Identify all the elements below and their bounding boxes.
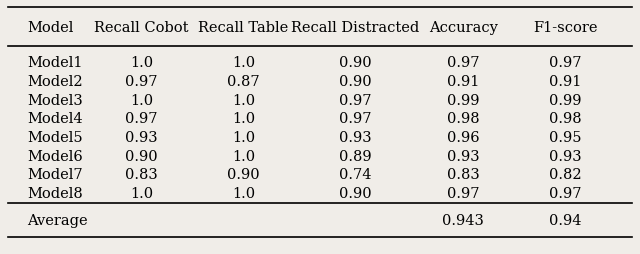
Text: 0.90: 0.90 bbox=[339, 75, 371, 88]
Text: Average: Average bbox=[27, 213, 88, 227]
Text: 1.0: 1.0 bbox=[232, 112, 255, 126]
Text: 0.90: 0.90 bbox=[339, 186, 371, 200]
Text: Model2: Model2 bbox=[27, 75, 83, 88]
Text: 0.93: 0.93 bbox=[447, 149, 480, 163]
Text: 1.0: 1.0 bbox=[232, 186, 255, 200]
Text: 1.0: 1.0 bbox=[232, 56, 255, 70]
Text: 1.0: 1.0 bbox=[130, 186, 153, 200]
Text: 0.83: 0.83 bbox=[447, 167, 480, 181]
Text: Accuracy: Accuracy bbox=[429, 21, 498, 35]
Text: 0.93: 0.93 bbox=[549, 149, 582, 163]
Text: 0.97: 0.97 bbox=[339, 93, 371, 107]
Text: 0.83: 0.83 bbox=[125, 167, 158, 181]
Text: 1.0: 1.0 bbox=[130, 93, 153, 107]
Text: Model4: Model4 bbox=[27, 112, 83, 126]
Text: F1-score: F1-score bbox=[533, 21, 598, 35]
Text: 0.99: 0.99 bbox=[549, 93, 582, 107]
Text: 1.0: 1.0 bbox=[232, 93, 255, 107]
Text: Recall Distracted: Recall Distracted bbox=[291, 21, 419, 35]
Text: Model1: Model1 bbox=[27, 56, 83, 70]
Text: Model5: Model5 bbox=[27, 130, 83, 144]
Text: Model7: Model7 bbox=[27, 167, 83, 181]
Text: 0.91: 0.91 bbox=[447, 75, 479, 88]
Text: 0.74: 0.74 bbox=[339, 167, 371, 181]
Text: Model: Model bbox=[27, 21, 73, 35]
Text: 0.99: 0.99 bbox=[447, 93, 479, 107]
Text: 0.90: 0.90 bbox=[125, 149, 158, 163]
Text: 1.0: 1.0 bbox=[130, 56, 153, 70]
Text: Recall Table: Recall Table bbox=[198, 21, 289, 35]
Text: 0.87: 0.87 bbox=[227, 75, 260, 88]
Text: 0.93: 0.93 bbox=[125, 130, 158, 144]
Text: Model8: Model8 bbox=[27, 186, 83, 200]
Text: 0.97: 0.97 bbox=[549, 56, 582, 70]
Text: Recall Cobot: Recall Cobot bbox=[94, 21, 189, 35]
Text: 0.95: 0.95 bbox=[549, 130, 582, 144]
Text: 0.97: 0.97 bbox=[125, 75, 158, 88]
Text: 0.98: 0.98 bbox=[447, 112, 480, 126]
Text: 0.89: 0.89 bbox=[339, 149, 371, 163]
Text: 0.97: 0.97 bbox=[549, 186, 582, 200]
Text: Model3: Model3 bbox=[27, 93, 83, 107]
Text: 0.94: 0.94 bbox=[549, 213, 582, 227]
Text: 1.0: 1.0 bbox=[232, 149, 255, 163]
Text: 1.0: 1.0 bbox=[232, 130, 255, 144]
Text: Model6: Model6 bbox=[27, 149, 83, 163]
Text: 0.96: 0.96 bbox=[447, 130, 480, 144]
Text: 0.82: 0.82 bbox=[549, 167, 582, 181]
Text: 0.97: 0.97 bbox=[447, 186, 479, 200]
Text: 0.91: 0.91 bbox=[549, 75, 582, 88]
Text: 0.97: 0.97 bbox=[339, 112, 371, 126]
Text: 0.93: 0.93 bbox=[339, 130, 371, 144]
Text: 0.97: 0.97 bbox=[447, 56, 479, 70]
Text: 0.90: 0.90 bbox=[227, 167, 260, 181]
Text: 0.90: 0.90 bbox=[339, 56, 371, 70]
Text: 0.98: 0.98 bbox=[549, 112, 582, 126]
Text: 0.943: 0.943 bbox=[442, 213, 484, 227]
Text: 0.97: 0.97 bbox=[125, 112, 158, 126]
